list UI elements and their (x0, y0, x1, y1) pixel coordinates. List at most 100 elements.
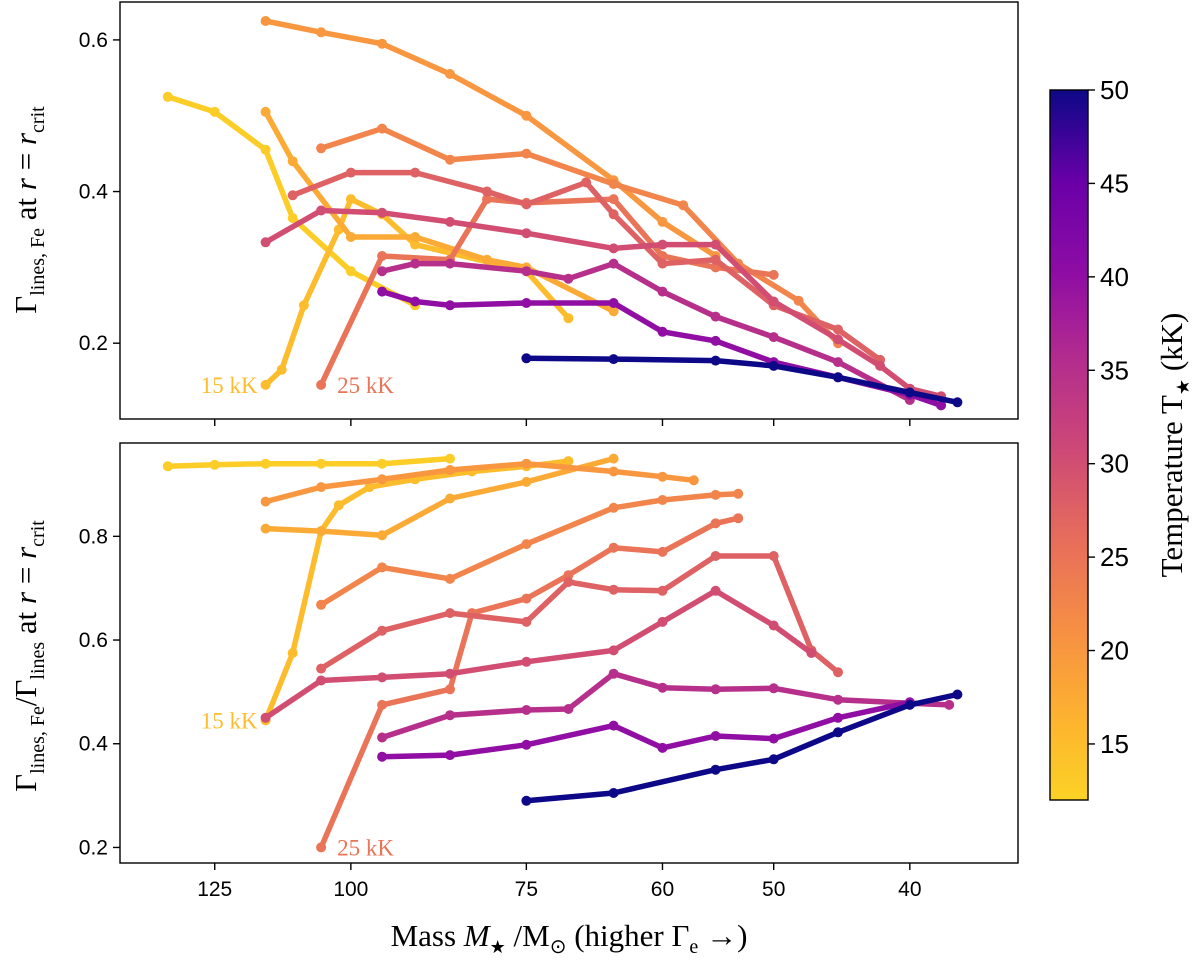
top-data-point (377, 286, 388, 297)
top-data-point (162, 91, 173, 102)
bottom-data-point (445, 453, 455, 464)
bottom-data-point (364, 482, 375, 493)
bottom-data-point (904, 699, 915, 710)
bottom-data-point (521, 458, 532, 469)
top-data-point (287, 156, 298, 167)
bottom-data-point (768, 620, 779, 631)
top-data-point (936, 400, 947, 411)
bottom-data-point (733, 513, 744, 524)
top-data-point (345, 167, 356, 178)
bottom-data-point (445, 668, 455, 679)
top-data-point (768, 296, 779, 307)
top-series-T50 (521, 353, 963, 408)
bottom-data-point (521, 593, 532, 604)
colorbar-tick-label: 35 (1100, 355, 1129, 385)
bottom-data-point (521, 739, 532, 750)
bottom-data-point (833, 667, 843, 678)
top-data-point (298, 300, 309, 311)
bottom-data-point (768, 683, 779, 694)
top-y-tick-label: 0.4 (79, 181, 109, 204)
bottom-data-point (521, 656, 532, 667)
bottom-data-point (710, 489, 721, 500)
bottom-data-point (563, 456, 574, 467)
bottom-data-point (710, 764, 721, 775)
top-data-point (608, 306, 619, 317)
bottom-data-point (209, 459, 220, 470)
bottom-x-tick-label: 60 (651, 878, 674, 901)
bottom-data-point (833, 694, 843, 705)
bottom-data-point (316, 599, 327, 610)
top-series-line (262, 18, 719, 259)
top-data-point (482, 186, 492, 197)
top-data-point (657, 286, 668, 297)
bottom-data-point (260, 496, 271, 507)
bottom-data-point (316, 526, 327, 537)
top-data-point (445, 216, 455, 227)
bottom-data-point (688, 475, 699, 486)
top-data-point (678, 200, 689, 211)
top-data-point (209, 106, 220, 117)
top-data-point (482, 194, 492, 205)
top-data-point (287, 213, 298, 224)
bottom-data-point (316, 482, 327, 493)
top-y-tick-label: 0.2 (79, 332, 108, 355)
bottom-data-point (608, 668, 619, 679)
top-data-point (316, 143, 327, 154)
bottom-data-point (260, 712, 271, 723)
top-data-point (482, 254, 492, 265)
top-data-point (793, 295, 804, 306)
top-data-point (875, 360, 886, 371)
bottom-data-point (377, 562, 388, 573)
bottom-data-point (521, 476, 532, 487)
bottom-series-line (318, 515, 741, 851)
bottom-data-point (377, 625, 388, 636)
bottom-y-axis-label: Γlines, Fe/Γlines at r = rcrit (8, 520, 49, 792)
bottom-tick-layer: 125 100 75 60 50 40 0.2 0.4 0.6 0.8 (79, 525, 922, 901)
bottom-data-point (377, 530, 388, 541)
bottom-data-point (445, 493, 455, 504)
top-data-point (608, 258, 619, 269)
bottom-x-tick-label: 100 (333, 878, 368, 901)
top-series-T30 (260, 205, 947, 402)
bottom-series-T30 (260, 585, 817, 723)
top-data-point (316, 27, 327, 38)
top-data-point (904, 387, 915, 398)
bottom-data-point (260, 458, 271, 469)
top-y-axis-label: Γlines, Fe at r = rcrit (8, 106, 49, 314)
bottom-data-point (768, 551, 779, 561)
bottom-y-tick-label: 0.2 (79, 836, 108, 859)
bottom-series-T50 (521, 689, 963, 806)
top-data-point (608, 298, 619, 308)
bottom-x-tick-label: 40 (898, 878, 921, 901)
top-series-T35 (377, 258, 915, 405)
top-data-point (521, 298, 532, 308)
bottom-data-point (733, 488, 744, 499)
top-data-point (445, 154, 455, 165)
top-data-point (410, 258, 421, 269)
bottom-data-point (710, 551, 721, 561)
bottom-data-point (952, 689, 963, 700)
top-annotation-label: 25 kK (337, 373, 394, 398)
top-data-point (260, 379, 271, 390)
top-data-point (345, 266, 356, 277)
bottom-series-line (262, 455, 617, 539)
bottom-data-point (710, 585, 721, 596)
bottom-data-point (287, 648, 298, 658)
top-series-line (165, 94, 418, 309)
bottom-data-point (944, 699, 955, 710)
top-data-point (657, 216, 668, 227)
bottom-series-line (165, 455, 453, 470)
top-series-T20 (260, 16, 721, 261)
top-data-point (563, 273, 574, 284)
top-data-point (445, 69, 455, 79)
bottom-series-T17.5 (260, 453, 619, 541)
top-data-point (316, 205, 327, 216)
colorbar-tick-label: 50 (1100, 75, 1129, 105)
colorbar-label: Temperature T★ (kK) (1154, 313, 1193, 578)
bottom-data-point (657, 471, 668, 482)
top-data-point (768, 332, 779, 343)
top-tick-layer: 0.2 0.4 0.6 (79, 29, 911, 426)
top-data-point (521, 148, 532, 159)
top-panel: 15 kK 25 kK 0.2 0.4 0.6 Γlines, Fe at r = r… (8, 1, 1019, 426)
bottom-y-tick-label: 0.4 (79, 733, 109, 756)
